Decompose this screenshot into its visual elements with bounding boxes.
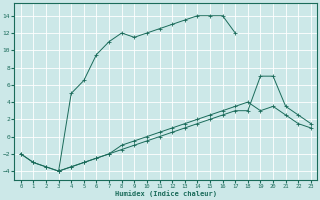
- X-axis label: Humidex (Indice chaleur): Humidex (Indice chaleur): [115, 190, 217, 197]
